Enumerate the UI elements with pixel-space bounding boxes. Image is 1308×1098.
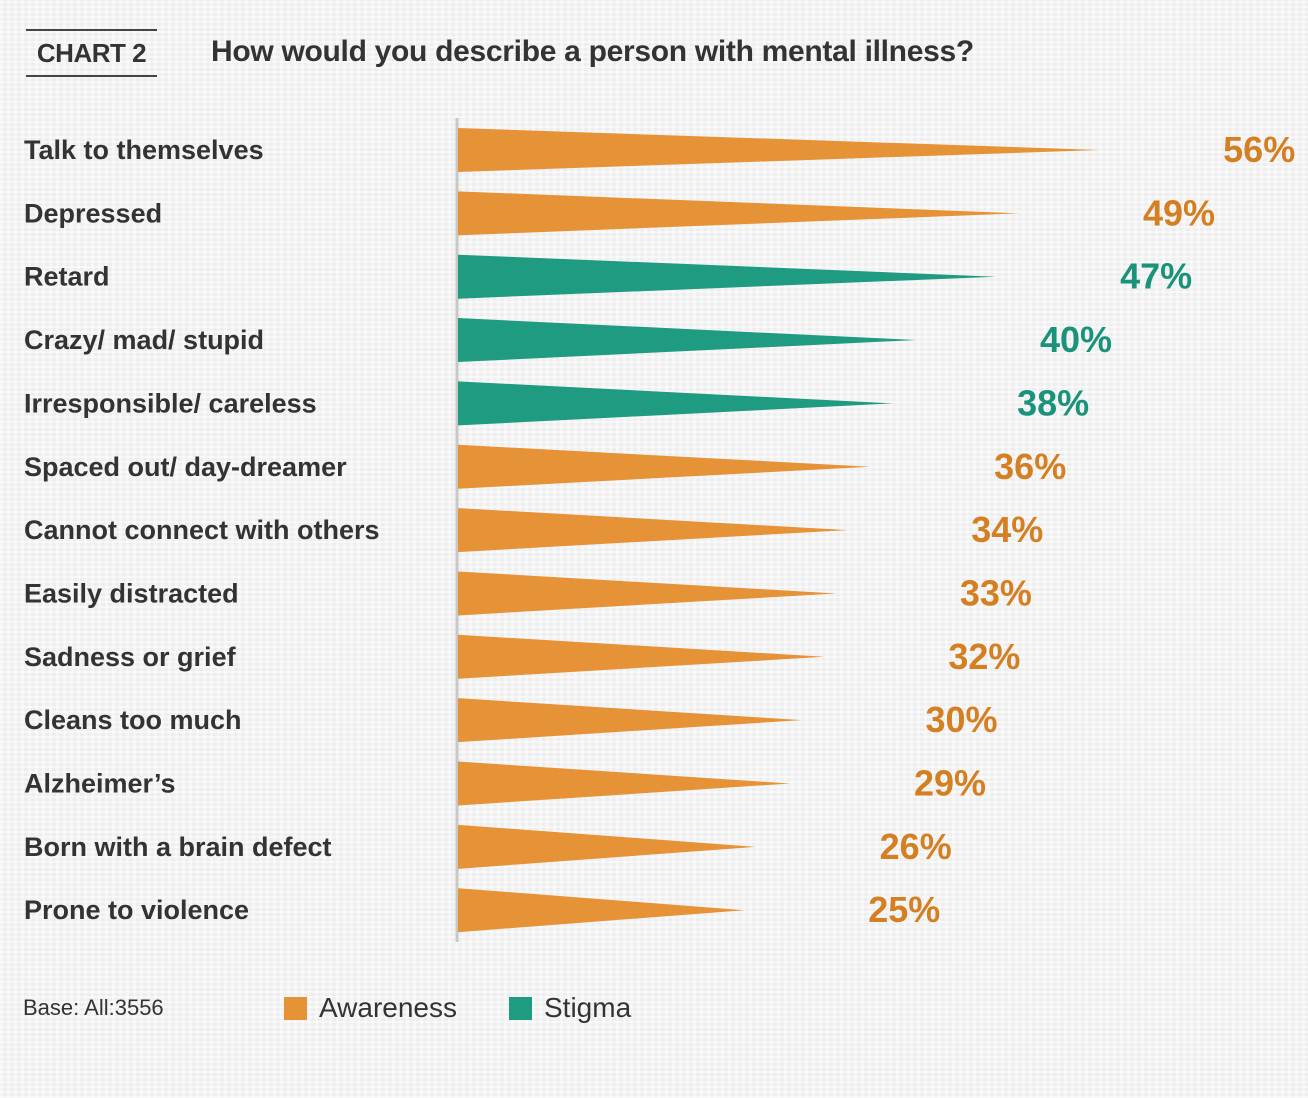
value-label: 49% — [1143, 192, 1215, 233]
legend-swatch-awareness — [284, 996, 307, 1020]
value-label: 33% — [960, 572, 1032, 613]
category-label: Crazy/ mad/ stupid — [24, 325, 264, 355]
bar-awareness — [458, 634, 825, 679]
bar-stigma — [458, 318, 916, 363]
bar-awareness — [458, 128, 1100, 172]
legend-label-stigma: Stigma — [544, 992, 632, 1023]
bar-awareness — [458, 761, 791, 806]
category-label: Depressed — [24, 198, 162, 228]
bar-awareness — [458, 508, 848, 553]
value-label: 47% — [1120, 256, 1192, 297]
chart-title: How would you describe a person with men… — [211, 35, 974, 68]
bar-awareness — [458, 888, 745, 933]
bar-awareness — [458, 191, 1020, 236]
category-label: Talk to themselves — [24, 135, 264, 165]
bar-awareness — [458, 698, 802, 743]
bar-stigma — [458, 381, 894, 426]
category-label: Irresponsible/ careless — [24, 388, 317, 418]
value-label: 56% — [1223, 129, 1295, 170]
category-label: Born with a brain defect — [24, 832, 332, 862]
legend-label-awareness: Awareness — [319, 992, 458, 1023]
category-label: Retard — [24, 262, 110, 292]
value-label: 36% — [994, 446, 1066, 487]
bar-stigma — [458, 254, 997, 299]
legend-swatch-stigma — [509, 996, 532, 1020]
chart-number-tag: CHART 2 — [26, 29, 157, 77]
category-label: Cleans too much — [24, 705, 242, 735]
value-label: 34% — [971, 509, 1043, 550]
base-note: Base: All:3556 — [23, 995, 164, 1020]
value-label: 25% — [868, 889, 940, 930]
bar-awareness — [458, 824, 756, 869]
bar-awareness — [458, 571, 836, 616]
legend-item-awareness: Awareness — [284, 992, 457, 1024]
value-label: 40% — [1040, 319, 1112, 360]
value-label: 30% — [925, 699, 997, 740]
bar-awareness — [458, 444, 871, 489]
category-label: Spaced out/ day-dreamer — [24, 452, 347, 482]
value-label: 29% — [914, 763, 986, 804]
category-label: Sadness or grief — [24, 642, 237, 672]
value-label: 26% — [880, 826, 952, 867]
category-label: Easily distracted — [24, 578, 239, 608]
category-label: Cannot connect with others — [24, 515, 380, 545]
value-label: 38% — [1017, 382, 1089, 423]
category-label: Alzheimer’s — [24, 769, 176, 799]
value-label: 32% — [948, 636, 1020, 677]
legend-item-stigma: Stigma — [509, 992, 631, 1024]
category-label: Prone to violence — [24, 895, 249, 925]
bars-group: Talk to themselves 56% Depressed 49% Retard 4… — [24, 128, 1295, 933]
